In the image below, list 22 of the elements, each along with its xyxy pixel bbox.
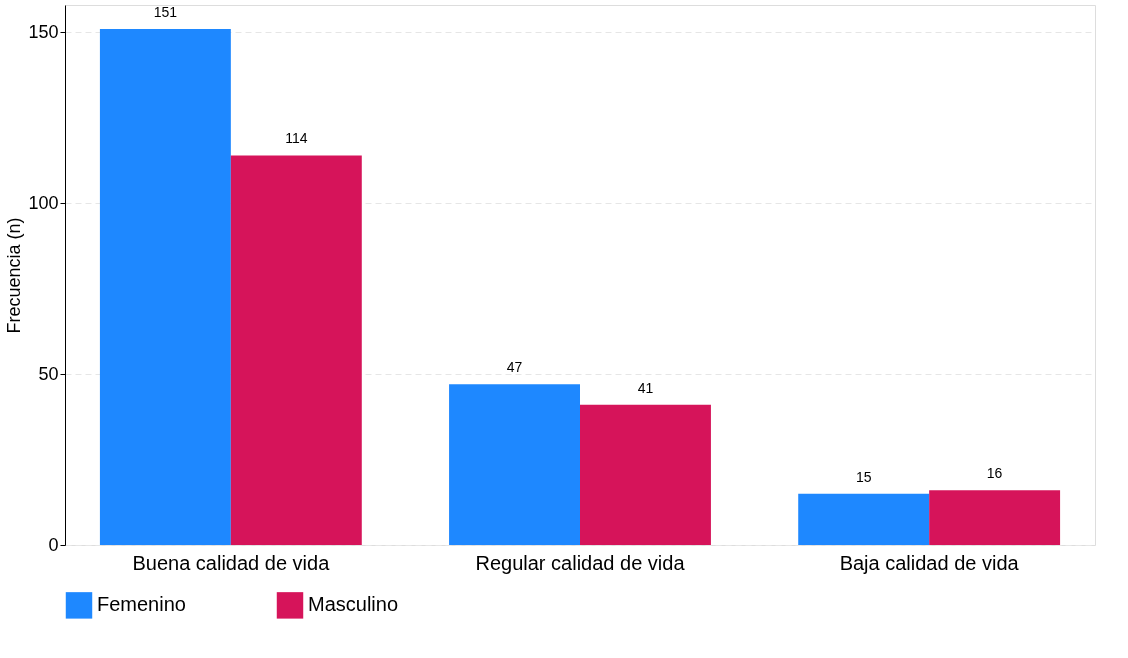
x-tick-label: Buena calidad de vida: [132, 551, 331, 574]
legend-label: Masculino: [308, 593, 399, 616]
data-label: 114: [285, 130, 308, 147]
legend-label: Femenino: [97, 593, 186, 616]
data-label: 41: [637, 379, 654, 396]
bar: [798, 493, 930, 545]
data-label: 16: [986, 465, 1003, 482]
data-label: 151: [153, 3, 178, 20]
bar: [580, 404, 711, 545]
y-tick-label: 50: [38, 363, 59, 384]
bar: [99, 28, 231, 545]
y-tick-label: 0: [48, 534, 59, 555]
data-label: 47: [506, 359, 523, 376]
x-tick-label: Baja calidad de vida: [839, 551, 1020, 574]
bar: [449, 384, 580, 545]
x-tick-label: Regular calidad de vida: [475, 551, 686, 574]
y-tick-label: 150: [28, 21, 59, 42]
data-label: 15: [855, 468, 872, 485]
y-axis-title: Frecuencia (n): [4, 217, 25, 334]
bar: [230, 155, 362, 545]
bar: [929, 490, 1061, 545]
y-tick-label: 100: [28, 192, 59, 213]
